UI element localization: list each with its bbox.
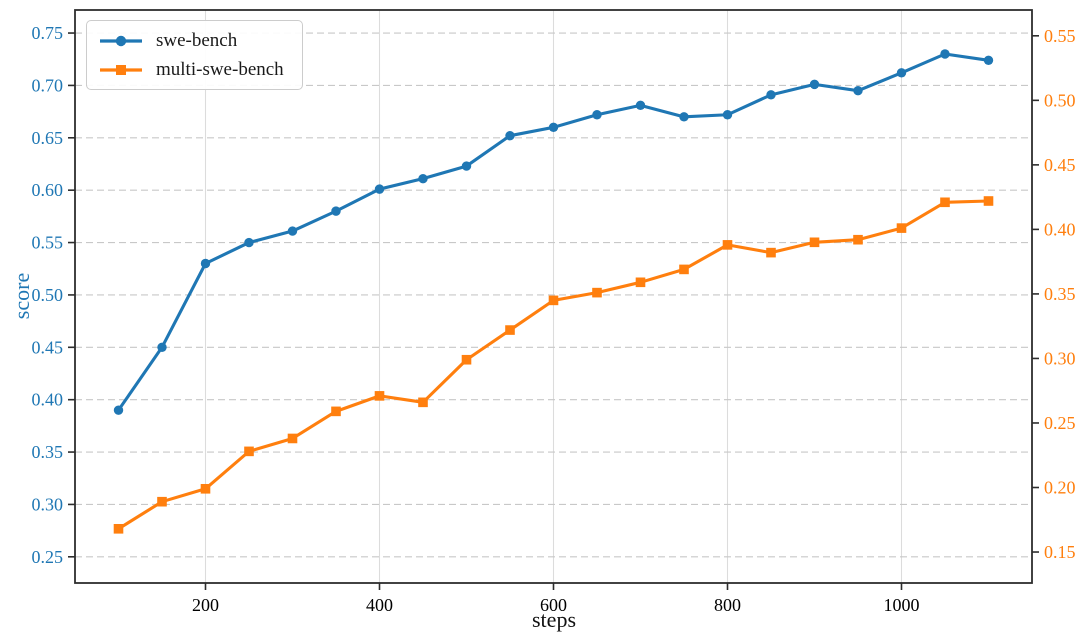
data-point-swe-bench	[940, 49, 950, 59]
y-right-tick-label: 0.30	[1044, 348, 1076, 368]
data-point-multi-swe-bench	[374, 391, 385, 401]
y-left-tick-label: 0.50	[32, 285, 64, 305]
data-point-multi-swe-bench	[766, 247, 776, 258]
x-axis-label-steps: steps	[532, 607, 576, 632]
data-point-swe-bench	[722, 110, 733, 120]
data-point-multi-swe-bench	[287, 433, 298, 444]
y-left-tick-label: 0.70	[32, 75, 64, 95]
data-point-multi-swe-bench	[679, 264, 689, 275]
data-point-multi-swe-bench	[113, 523, 124, 534]
legend-label-swe-bench: swe-bench	[156, 29, 238, 51]
data-point-multi-swe-bench	[331, 406, 341, 417]
data-point-swe-bench	[679, 112, 689, 122]
y-right-tick-label: 0.50	[1044, 90, 1076, 110]
data-point-multi-swe-bench	[157, 496, 167, 507]
y-left-tick-label: 0.45	[32, 337, 64, 357]
y-left-tick-label: 0.40	[32, 390, 64, 410]
x-tick-label: 400	[366, 595, 393, 615]
data-point-multi-swe-bench	[418, 397, 428, 408]
data-point-swe-bench	[200, 258, 211, 269]
data-point-swe-bench	[983, 55, 994, 65]
data-point-swe-bench	[635, 100, 646, 111]
data-point-swe-bench	[287, 226, 298, 236]
legend-item-multi-swe-bench: multi-swe-bench	[97, 57, 284, 82]
y-right-tick-label: 0.45	[1044, 155, 1076, 175]
x-tick-label: 600	[540, 595, 567, 615]
y-right-tick-label: 0.40	[1044, 219, 1076, 239]
data-point-multi-swe-bench	[940, 197, 950, 208]
data-point-swe-bench	[157, 342, 167, 353]
data-point-swe-bench	[113, 405, 124, 415]
data-point-multi-swe-bench	[722, 240, 733, 250]
y-left-tick-label: 0.25	[32, 547, 64, 567]
y-right-tick-label: 0.35	[1044, 284, 1076, 304]
y-left-tick-label: 0.65	[32, 128, 64, 148]
y-right-tick-label: 0.55	[1044, 26, 1076, 46]
data-point-swe-bench	[548, 122, 559, 133]
data-point-swe-bench	[331, 206, 341, 216]
data-point-multi-swe-bench	[853, 234, 863, 245]
data-point-multi-swe-bench	[505, 325, 515, 335]
data-point-multi-swe-bench	[896, 223, 907, 233]
data-point-multi-swe-bench	[244, 446, 254, 457]
data-point-swe-bench	[374, 184, 385, 194]
y-axis-label-score: score	[9, 272, 34, 320]
data-point-swe-bench	[505, 131, 515, 141]
data-point-multi-swe-bench	[461, 354, 472, 365]
data-point-swe-bench	[853, 85, 863, 96]
data-point-multi-swe-bench	[635, 277, 646, 288]
y-right-tick-label: 0.15	[1044, 542, 1076, 562]
x-tick-label: 1000	[884, 595, 920, 615]
y-left-tick-label: 0.35	[32, 442, 64, 462]
x-tick-label: 200	[192, 595, 219, 615]
y-right-tick-label: 0.20	[1044, 478, 1076, 498]
line-square-marker-icon	[100, 64, 142, 75]
data-point-multi-swe-bench	[809, 237, 820, 248]
legend-label-multi-swe-bench: multi-swe-bench	[156, 58, 284, 80]
x-tick-label: 800	[714, 595, 741, 615]
line-circle-marker-icon	[100, 35, 142, 46]
data-point-swe-bench	[896, 68, 907, 78]
y-right-tick-label: 0.25	[1044, 413, 1076, 433]
y-left-tick-label: 0.30	[32, 494, 64, 514]
data-point-swe-bench	[244, 237, 254, 248]
y-left-tick-label: 0.60	[32, 180, 64, 200]
y-left-tick-label: 0.75	[32, 23, 64, 43]
data-point-swe-bench	[809, 79, 820, 90]
data-point-swe-bench	[592, 110, 602, 120]
data-point-swe-bench	[461, 161, 472, 171]
data-point-multi-swe-bench	[548, 295, 559, 306]
data-point-swe-bench	[418, 173, 428, 184]
data-point-multi-swe-bench	[983, 196, 994, 206]
data-point-multi-swe-bench	[200, 483, 211, 494]
data-point-multi-swe-bench	[592, 287, 602, 298]
data-point-swe-bench	[766, 90, 776, 100]
legend-item-swe-bench: swe-bench	[97, 28, 284, 53]
y-left-tick-label: 0.55	[32, 233, 64, 253]
legend: swe-bench multi-swe-bench	[86, 20, 303, 90]
